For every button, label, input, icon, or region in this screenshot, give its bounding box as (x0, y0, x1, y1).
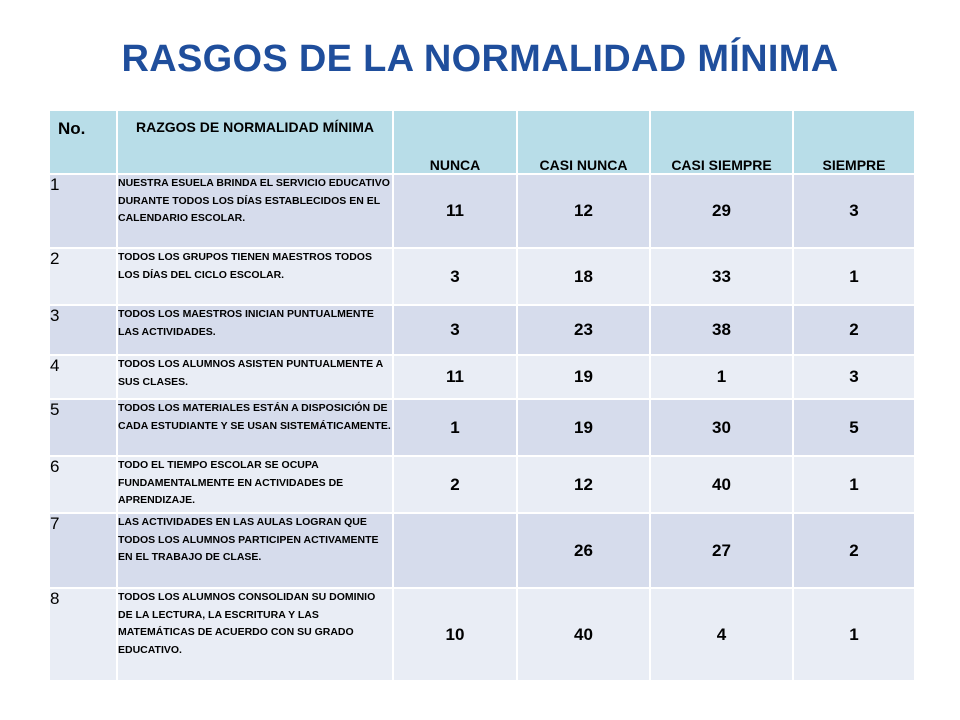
row-number: 5 (48, 398, 118, 457)
table-row: 7 LAS ACTIVIDADES EN LAS AULAS LOGRAN QU… (48, 512, 916, 589)
cell-siempre: 3 (792, 354, 916, 400)
row-rasgo: TODOS LOS MATERIALES ESTÁN A DISPOSICIÓN… (116, 398, 394, 457)
cell-siempre: 1 (792, 587, 916, 682)
cell-casi-siempre: 30 (649, 398, 794, 457)
cell-casi-siempre: 38 (649, 304, 794, 356)
header-casi-siempre: CASI SIEMPRE (649, 109, 794, 175)
row-rasgo: TODO EL TIEMPO ESCOLAR SE OCUPA FUNDAMEN… (116, 455, 394, 514)
row-number: 3 (48, 304, 118, 356)
header-nunca: NUNCA (392, 109, 518, 175)
page-title: RASGOS DE LA NORMALIDAD MÍNIMA (121, 38, 839, 80)
row-number: 8 (48, 587, 118, 682)
normalidad-table: No. RAZGOS DE NORMALIDAD MÍNIMA NUNCA CA… (48, 109, 916, 682)
cell-nunca: 3 (392, 304, 518, 356)
row-number: 7 (48, 512, 118, 589)
cell-casi-nunca: 26 (516, 512, 651, 589)
row-rasgo: NUESTRA ESUELA BRINDA EL SERVICIO EDUCAT… (116, 173, 394, 249)
cell-casi-siempre: 4 (649, 587, 794, 682)
cell-casi-nunca: 19 (516, 354, 651, 400)
cell-casi-siempre: 29 (649, 173, 794, 249)
cell-casi-nunca: 12 (516, 455, 651, 514)
cell-siempre: 1 (792, 455, 916, 514)
row-rasgo: TODOS LOS ALUMNOS ASISTEN PUNTUALMENTE A… (116, 354, 394, 400)
cell-nunca: 11 (392, 173, 518, 249)
header-rasgo: RAZGOS DE NORMALIDAD MÍNIMA (116, 109, 394, 175)
table-row: 3 TODOS LOS MAESTROS INICIAN PUNTUALMENT… (48, 304, 916, 356)
cell-casi-nunca: 19 (516, 398, 651, 457)
table-row: 5 TODOS LOS MATERIALES ESTÁN A DISPOSICI… (48, 398, 916, 457)
row-number: 6 (48, 455, 118, 514)
row-number: 2 (48, 247, 118, 306)
row-number: 4 (48, 354, 118, 400)
cell-siempre: 5 (792, 398, 916, 457)
table-row: 1 NUESTRA ESUELA BRINDA EL SERVICIO EDUC… (48, 173, 916, 249)
table-row: 6 TODO EL TIEMPO ESCOLAR SE OCUPA FUNDAM… (48, 455, 916, 514)
table-row: 4 TODOS LOS ALUMNOS ASISTEN PUNTUALMENTE… (48, 354, 916, 400)
cell-casi-siempre: 27 (649, 512, 794, 589)
cell-nunca (392, 512, 518, 589)
cell-siempre: 2 (792, 304, 916, 356)
cell-casi-siempre: 40 (649, 455, 794, 514)
row-rasgo: TODOS LOS MAESTROS INICIAN PUNTUALMENTE … (116, 304, 394, 356)
row-rasgo: TODOS LOS ALUMNOS CONSOLIDAN SU DOMINIO … (116, 587, 394, 682)
cell-siempre: 2 (792, 512, 916, 589)
header-no: No. (48, 109, 118, 175)
table-row: 8 TODOS LOS ALUMNOS CONSOLIDAN SU DOMINI… (48, 587, 916, 682)
row-rasgo: LAS ACTIVIDADES EN LAS AULAS LOGRAN QUE … (116, 512, 394, 589)
row-number: 1 (48, 173, 118, 249)
cell-casi-nunca: 18 (516, 247, 651, 306)
cell-casi-siempre: 33 (649, 247, 794, 306)
header-siempre: SIEMPRE (792, 109, 916, 175)
cell-casi-nunca: 40 (516, 587, 651, 682)
cell-siempre: 1 (792, 247, 916, 306)
cell-nunca: 2 (392, 455, 518, 514)
cell-nunca: 10 (392, 587, 518, 682)
cell-siempre: 3 (792, 173, 916, 249)
cell-casi-siempre: 1 (649, 354, 794, 400)
cell-nunca: 11 (392, 354, 518, 400)
cell-casi-nunca: 12 (516, 173, 651, 249)
cell-nunca: 1 (392, 398, 518, 457)
table-header-row: No. RAZGOS DE NORMALIDAD MÍNIMA NUNCA CA… (48, 109, 916, 175)
row-rasgo: TODOS LOS GRUPOS TIENEN MAESTROS TODOS L… (116, 247, 394, 306)
table-row: 2 TODOS LOS GRUPOS TIENEN MAESTROS TODOS… (48, 247, 916, 306)
header-casi-nunca: CASI NUNCA (516, 109, 651, 175)
cell-nunca: 3 (392, 247, 518, 306)
cell-casi-nunca: 23 (516, 304, 651, 356)
